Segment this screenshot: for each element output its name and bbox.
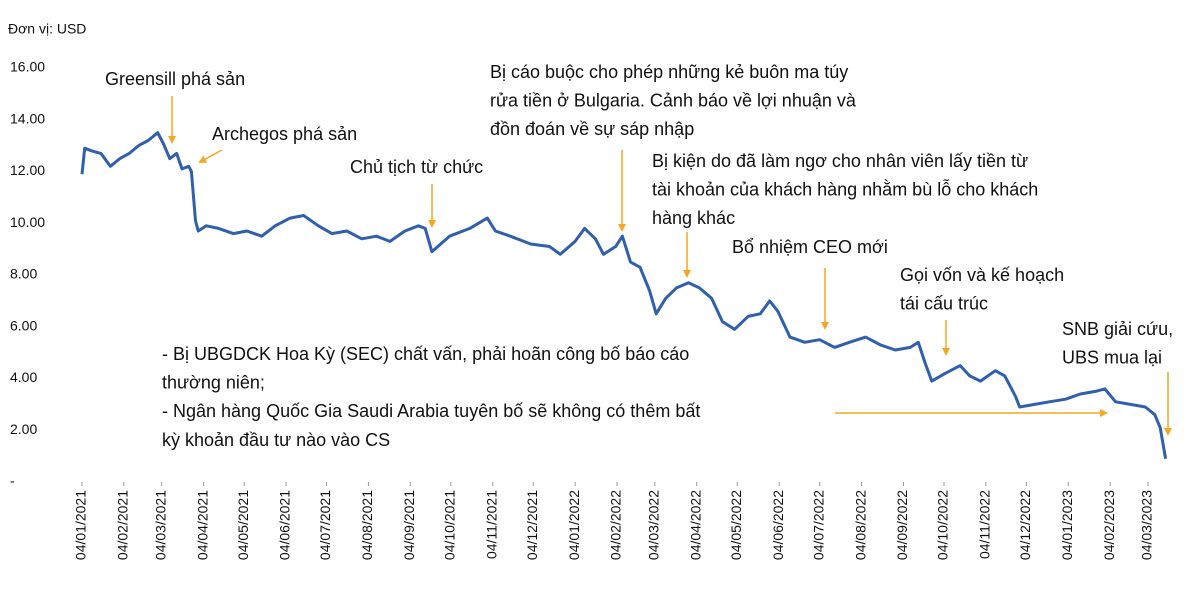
y-tick-label: 10.00 <box>10 214 45 230</box>
x-tick-label: 04/07/2021 <box>317 490 333 560</box>
unit-label: Đơn vị: USD <box>8 21 86 37</box>
annotation-text: tái cấu trúc <box>900 293 988 313</box>
x-tick-label: 04/03/2021 <box>152 490 168 560</box>
annotation-text: Bị kiện do đã làm ngơ cho nhân viên lấy … <box>652 151 1028 171</box>
annotation-text: - Ngân hàng Quốc Gia Saudi Arabia tuyên … <box>162 401 700 421</box>
x-tick-label: 04/08/2022 <box>852 490 868 560</box>
y-tick-label: 2.00 <box>10 421 37 437</box>
annotation-text: tài khoản của khách hàng nhằm bù lỗ cho … <box>652 178 1038 199</box>
annotation-text: đồn đoán về sự sáp nhập <box>490 119 694 139</box>
x-tick-label: 04/02/2023 <box>1101 490 1117 560</box>
annotation-text: kỳ khoản đầu tư nào vào CS <box>162 430 390 450</box>
annotation-text: Greensill phá sản <box>105 69 245 89</box>
x-tick-label: 04/10/2022 <box>935 490 951 560</box>
y-tick-label: 6.00 <box>10 317 37 333</box>
x-tick-label: 04/06/2022 <box>770 490 786 560</box>
x-tick-label: 04/04/2022 <box>687 490 703 560</box>
annotation-text: Archegos phá sản <box>212 124 357 144</box>
x-tick-label: 04/05/2022 <box>728 490 744 560</box>
annotation-text: Chủ tịch từ chức <box>350 157 483 177</box>
x-tick-label: 04/12/2022 <box>1017 490 1033 560</box>
x-tick-label: 04/08/2021 <box>359 490 375 560</box>
annotation-text: Bị cáo buộc cho phép những kẻ buôn ma tú… <box>490 62 848 82</box>
y-tick-label: - <box>10 473 15 489</box>
annotation-text: rửa tiền ở Bulgaria. Cảnh báo về lợi nhu… <box>490 90 857 110</box>
x-tick-label: 04/02/2022 <box>608 490 624 560</box>
x-tick-label: 04/07/2022 <box>810 490 826 560</box>
annotation-text: UBS mua lại <box>1062 347 1162 367</box>
annotation-text: Gọi vốn và kế hoạch <box>900 265 1064 285</box>
x-tick-label: 04/01/2022 <box>566 490 582 560</box>
y-tick-label: 8.00 <box>10 266 37 282</box>
x-tick-label: 04/02/2021 <box>115 490 131 560</box>
annotation-text: - Bị UBGDCK Hoa Kỳ (SEC) chất vấn, phải … <box>162 344 689 364</box>
x-tick-label: 04/10/2021 <box>442 490 458 560</box>
x-tick-label: 04/03/2023 <box>1139 490 1155 560</box>
x-tick-label: 04/04/2021 <box>194 490 210 560</box>
y-tick-label: 14.00 <box>10 110 45 126</box>
annotation-text: hàng khác <box>652 208 735 228</box>
x-tick-label: 04/09/2021 <box>401 490 417 560</box>
x-tick-label: 04/05/2021 <box>235 490 251 560</box>
x-tick-label: 04/09/2022 <box>894 490 910 560</box>
x-tick-label: 04/06/2021 <box>277 490 293 560</box>
annotation-text: thường niên; <box>162 372 265 392</box>
x-tick-label: 04/11/2022 <box>977 490 993 559</box>
x-tick-label: 04/01/2023 <box>1059 490 1075 560</box>
x-tick-label: 04/01/2021 <box>73 490 89 560</box>
y-tick-label: 12.00 <box>10 162 45 178</box>
annotation-text: SNB giải cứu, <box>1062 319 1173 339</box>
x-tick-label: 04/11/2021 <box>483 490 499 559</box>
annotation-arrow <box>198 149 223 163</box>
price-line <box>80 131 1168 459</box>
x-tick-label: 04/12/2021 <box>524 490 540 560</box>
annotation-text: Bổ nhiệm CEO mới <box>732 237 888 257</box>
y-tick-label: 16.00 <box>10 59 45 75</box>
y-tick-label: 4.00 <box>10 369 37 385</box>
x-tick-label: 04/03/2022 <box>646 490 662 560</box>
